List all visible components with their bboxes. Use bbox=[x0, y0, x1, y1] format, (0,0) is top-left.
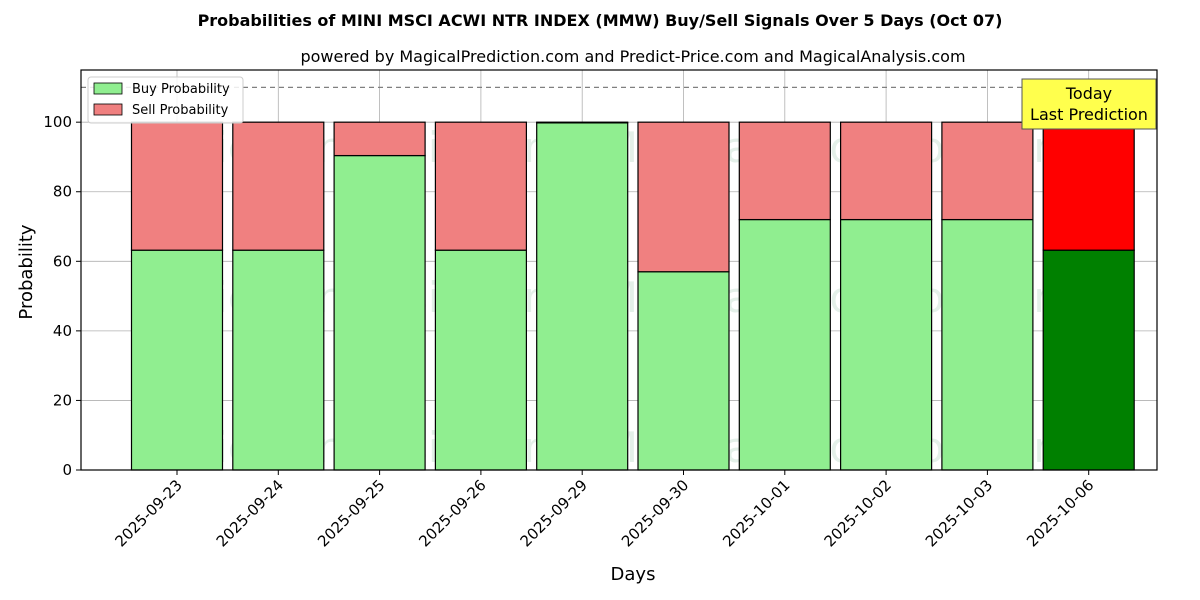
bar-buy bbox=[941, 218, 1034, 471]
bar-buy bbox=[839, 218, 933, 471]
annotation-box bbox=[1021, 78, 1157, 130]
bar-sell bbox=[333, 121, 426, 157]
legend-label-buy: Buy Probability bbox=[132, 82, 230, 97]
bar-sell bbox=[1042, 121, 1135, 251]
legend: Buy Probability Sell Probability bbox=[87, 76, 244, 124]
bar-buy bbox=[130, 249, 224, 471]
bar-buy bbox=[637, 271, 730, 471]
y-tick-label: 60 bbox=[53, 252, 72, 270]
bar-sell bbox=[738, 121, 831, 221]
bar-buy bbox=[738, 218, 831, 471]
x-tick-label: 2025-09-26 bbox=[415, 476, 489, 550]
bar-buy bbox=[536, 122, 629, 471]
legend-label-sell: Sell Probability bbox=[132, 103, 229, 118]
bar-sell bbox=[130, 121, 224, 251]
y-tick-label: 40 bbox=[53, 322, 72, 340]
x-tick-label: 2025-09-24 bbox=[213, 476, 287, 550]
annotation-line-2: Last Prediction bbox=[1030, 105, 1148, 124]
x-tick-label: 2025-09-29 bbox=[517, 476, 591, 550]
y-tick-label: 100 bbox=[43, 113, 72, 131]
x-tick-label: 2025-10-01 bbox=[719, 476, 793, 550]
x-axis: 2025-09-23 2025-09-24 2025-09-25 2025-09-26… bbox=[111, 470, 1098, 550]
bar-buy bbox=[333, 154, 426, 471]
plot-frame bbox=[80, 69, 1158, 471]
y-axis-label: Probability bbox=[16, 224, 37, 319]
bar-buy bbox=[1042, 249, 1135, 471]
bar-sell bbox=[536, 121, 629, 124]
bar-sell bbox=[839, 121, 933, 221]
annotation-line-1: Today bbox=[1065, 84, 1112, 103]
x-tick-label: 2025-10-02 bbox=[821, 476, 895, 550]
x-tick-label: 2025-09-25 bbox=[314, 476, 388, 550]
y-tick-label: 0 bbox=[62, 461, 72, 479]
legend-box bbox=[87, 76, 244, 124]
bar-buy bbox=[434, 249, 527, 471]
bars bbox=[130, 121, 1135, 471]
bar-buy bbox=[232, 249, 325, 471]
bar-sell bbox=[434, 121, 527, 251]
y-tick-label: 80 bbox=[53, 183, 72, 201]
chart-subtitle: powered by MagicalPrediction.com and Pre… bbox=[300, 47, 965, 66]
legend-swatch-buy bbox=[93, 82, 123, 95]
legend-swatch-sell bbox=[93, 103, 123, 116]
x-tick-label: 2025-09-30 bbox=[618, 476, 692, 550]
x-tick-label: 2025-09-23 bbox=[111, 476, 185, 550]
chart-title: Probabilities of MINI MSCI ACWI NTR INDE… bbox=[198, 11, 1003, 30]
y-axis: 0 20 40 60 80 100 bbox=[43, 113, 81, 479]
y-tick-label: 20 bbox=[53, 391, 72, 409]
bar-sell bbox=[637, 121, 730, 273]
today-annotation: Today Last Prediction bbox=[1021, 78, 1157, 130]
x-axis-label: Days bbox=[611, 564, 656, 585]
x-tick-label: 2025-10-06 bbox=[1023, 476, 1097, 550]
x-tick-label: 2025-10-03 bbox=[922, 476, 996, 550]
bar-sell bbox=[941, 121, 1034, 221]
bar-sell bbox=[232, 121, 325, 251]
